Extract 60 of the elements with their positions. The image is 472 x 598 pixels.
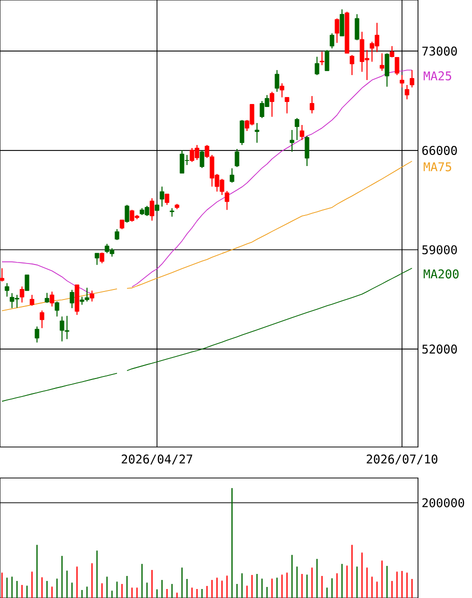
candlestick: [410, 70, 414, 88]
candlestick: [20, 286, 24, 304]
y-tick-label: 200000: [422, 498, 464, 508]
x-tick-label: 2026/07/10: [366, 454, 438, 465]
candlestick: [334, 18, 340, 44]
y-tick-label: 73000: [422, 46, 457, 56]
candlestick: [304, 135, 310, 167]
series-label: MA200: [424, 269, 459, 278]
candlestick: [404, 84, 410, 100]
series-label: MA75: [424, 162, 452, 172]
candlestick: [94, 252, 100, 266]
candlestick: [330, 32, 334, 49]
candlestick: [394, 56, 400, 76]
candlestick: [234, 148, 240, 168]
x-tick-label: 2026/04/27: [122, 454, 192, 465]
candlestick: [290, 129, 294, 152]
candlestick: [120, 219, 124, 230]
candlestick: [354, 14, 360, 41]
candlestick: [100, 252, 104, 264]
candlestick: [164, 193, 170, 206]
candlestick: [34, 326, 40, 344]
candlestick: [294, 118, 300, 141]
candlestick: [340, 8, 344, 37]
candlestick: [280, 82, 284, 98]
candlestick: [114, 228, 120, 240]
candlestick: [40, 310, 44, 329]
candlestick: [30, 294, 34, 306]
candlestick: [4, 282, 10, 298]
candlestick: [400, 74, 404, 88]
candlestick: [284, 96, 290, 114]
candlestick: [270, 91, 274, 118]
candlestick: [314, 56, 320, 76]
candlestick: [240, 120, 244, 146]
candlestick: [70, 289, 74, 309]
candlestick: [230, 168, 234, 184]
y-tick-label: 66000: [422, 146, 457, 155]
candlestick: [0, 268, 4, 282]
candlestick: [224, 190, 230, 210]
candlestick: [300, 124, 304, 141]
candlestick: [160, 186, 164, 208]
series-label: MA25: [424, 71, 452, 80]
candlestick: [54, 301, 60, 317]
candlestick: [274, 70, 280, 92]
candlestick: [124, 204, 130, 224]
candlestick: [200, 149, 204, 169]
y-tick-label: 52000: [422, 344, 457, 354]
candlestick: [380, 52, 384, 72]
candlestick: [44, 292, 50, 304]
candlestick: [50, 291, 54, 308]
candlestick: [310, 96, 314, 114]
y-tick-label: 59000: [422, 245, 457, 254]
candlestick: [150, 198, 154, 222]
candlestick: [254, 122, 260, 144]
candlestick: [350, 54, 354, 76]
candlestick: [320, 51, 324, 66]
candlestick: [24, 274, 30, 292]
candlestick: [324, 50, 330, 72]
candlestick: [390, 46, 394, 58]
candlestick: [384, 52, 390, 88]
candlestick: [90, 290, 94, 302]
